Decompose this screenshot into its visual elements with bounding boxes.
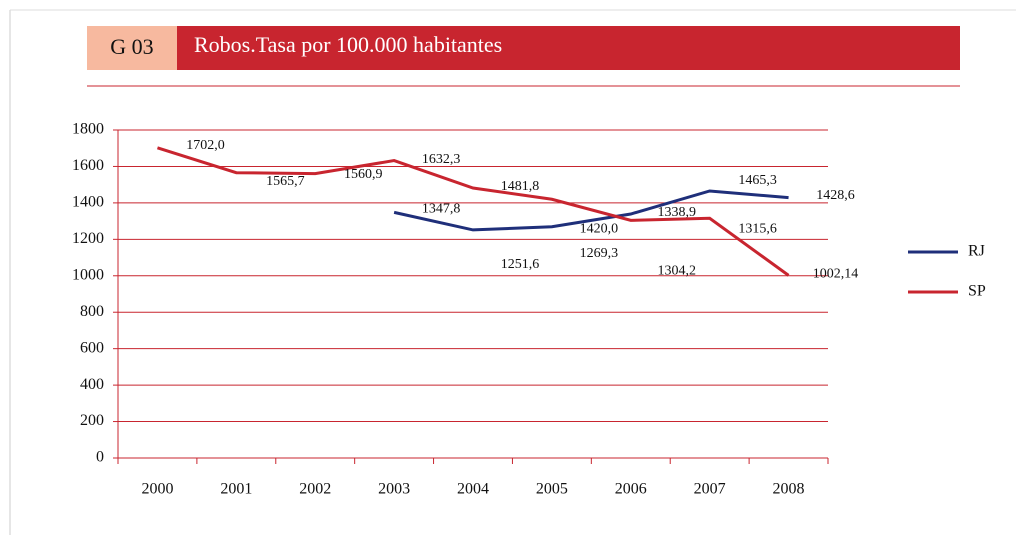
value-label: 1632,3	[422, 152, 461, 167]
code: G 03	[110, 34, 153, 59]
y-tick-label: 600	[80, 339, 104, 356]
value-label: 1565,7	[266, 174, 305, 189]
value-label: 1420,0	[580, 221, 619, 236]
value-label: 1702,0	[186, 138, 225, 153]
y-tick-label: 1600	[72, 157, 104, 174]
value-label: 1269,3	[580, 246, 619, 261]
chart-title: Robos.Tasa por 100.000 habitantes	[194, 32, 502, 57]
value-label: 1481,8	[501, 179, 540, 194]
line	[156, 146, 790, 277]
legend-label: SP	[968, 283, 986, 300]
line	[393, 189, 789, 232]
y-tick-label: 800	[80, 303, 104, 320]
value-label: 1347,8	[422, 202, 461, 217]
y-tick-label: 0	[96, 449, 104, 466]
x-tick-label: 2003	[378, 481, 410, 498]
y-tick-label: 1400	[72, 194, 104, 211]
y-tick-label: 400	[80, 376, 104, 393]
x-tick-label: 2007	[694, 481, 726, 498]
x-tick-label: 2001	[220, 481, 252, 498]
title-bar	[177, 26, 960, 70]
x-tick-label: 2000	[141, 481, 173, 498]
y-tick-label: 1800	[72, 121, 104, 138]
legend-label: RJ	[968, 243, 985, 260]
value-label: 1560,9	[344, 167, 383, 182]
value-label: 1428,6	[816, 188, 855, 203]
code-box	[87, 26, 177, 70]
y-tick-label: 200	[80, 412, 104, 429]
y-tick-label: 1200	[72, 230, 104, 247]
x-tick-label: 2002	[299, 481, 331, 498]
x-tick-label: 2004	[457, 481, 489, 498]
x-tick-label: 2008	[773, 481, 805, 498]
y-tick-label: 1000	[72, 266, 104, 283]
value-label: 1304,2	[658, 264, 697, 279]
value-label: 1002,14	[813, 267, 859, 282]
value-label: 1338,9	[658, 205, 697, 220]
value-label: 1315,6	[738, 221, 777, 236]
x-tick-label: 2005	[536, 481, 568, 498]
value-label: 1465,3	[738, 173, 777, 188]
x-tick-label: 2006	[615, 481, 647, 498]
value-label: 1251,6	[501, 257, 540, 272]
